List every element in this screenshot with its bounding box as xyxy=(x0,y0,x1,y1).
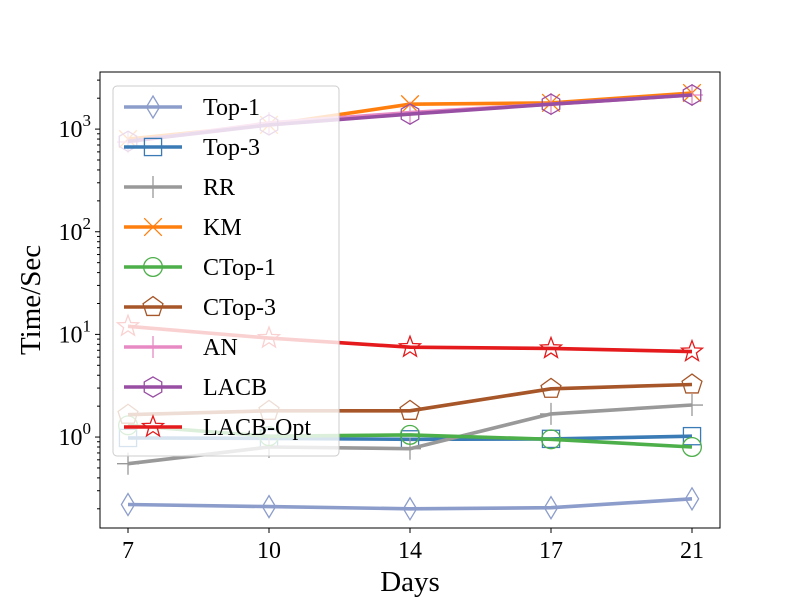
x-tick-label: 7 xyxy=(122,538,134,564)
legend-item-ctop-1: CTop-1 xyxy=(124,255,276,281)
data-point-ctop-3-14 xyxy=(399,399,421,420)
data-point-lacb-21 xyxy=(682,84,702,106)
legend-item-top-3: Top-3 xyxy=(124,135,260,161)
data-point-ctop-1-17 xyxy=(540,429,562,450)
legend-marker-km xyxy=(143,217,163,237)
legend-item-lacb-opt: LACB-Opt xyxy=(124,414,311,441)
x-tick-label: 10 xyxy=(257,538,281,564)
legend-marker-lacb-opt xyxy=(140,414,166,438)
legend-label: Top-3 xyxy=(203,135,260,161)
legend-marker-top-3 xyxy=(143,137,163,157)
y-tick-label: 101 xyxy=(59,316,92,348)
data-point-lacb-14 xyxy=(400,103,420,125)
x-tick-label: 21 xyxy=(680,538,704,564)
y-tick-label: 103 xyxy=(59,111,92,143)
data-point-rr-21 xyxy=(681,394,703,417)
legend-label: KM xyxy=(203,215,242,241)
data-point-lacb-opt-17 xyxy=(538,335,564,359)
legend: Top-1 Top-3 RR KM CTop-1 CTop-3 AN LACB LACB-Opt xyxy=(112,85,340,457)
x-tick-label: 17 xyxy=(539,538,563,564)
legend-marker-lacb xyxy=(143,376,163,398)
legend-item-rr: RR xyxy=(124,175,235,201)
legend-label: AN xyxy=(203,335,238,361)
data-point-top-1-21 xyxy=(684,486,700,512)
legend-item-top-1: Top-1 xyxy=(124,94,260,121)
legend-item-lacb: LACB xyxy=(124,375,267,401)
series-line-top-1 xyxy=(127,497,693,511)
data-point-top-3-21 xyxy=(682,426,702,446)
x-axis-label: Days xyxy=(380,566,440,598)
data-point-rr-14 xyxy=(399,437,421,460)
legend-marker-top-1 xyxy=(145,94,161,120)
y-axis-label: Time/Sec xyxy=(15,245,47,355)
legend-label: CTop-3 xyxy=(203,295,276,321)
legend-item-km: KM xyxy=(124,215,242,241)
data-point-ctop-1-14 xyxy=(399,424,421,445)
data-point-top-1-7 xyxy=(120,492,136,517)
data-point-ctop-1-21 xyxy=(681,436,703,457)
legend-box xyxy=(112,85,340,457)
data-point-top-1-17 xyxy=(543,495,559,520)
y-tick-label: 100 xyxy=(59,419,92,451)
data-point-ctop-3-21 xyxy=(681,373,703,394)
data-point-lacb-opt-21 xyxy=(679,338,705,362)
data-point-rr-17 xyxy=(540,402,562,425)
x-tick-label: 14 xyxy=(398,538,422,564)
data-point-top-1-10 xyxy=(261,494,277,519)
legend-label: RR xyxy=(203,175,235,201)
legend-marker-ctop-1 xyxy=(142,256,164,278)
data-point-lacb-opt-14 xyxy=(397,334,423,358)
x-axis: 7 10 14 17 21 xyxy=(122,528,704,564)
legend-label: Top-1 xyxy=(203,95,260,121)
data-point-top-1-14 xyxy=(402,496,418,522)
legend-item-an: AN xyxy=(124,335,238,361)
legend-marker-an xyxy=(142,336,164,358)
data-point-ctop-3-17 xyxy=(540,377,562,398)
y-axis: 100 101 102 103 xyxy=(59,79,100,510)
legend-item-ctop-3: CTop-3 xyxy=(124,295,276,321)
y-tick-label: 102 xyxy=(59,214,92,246)
legend-marker-ctop-3 xyxy=(142,295,164,317)
data-point-lacb-17 xyxy=(541,93,561,116)
legend-marker-rr xyxy=(142,176,164,198)
legend-label: CTop-1 xyxy=(203,255,276,281)
series-top-1 xyxy=(120,486,700,522)
legend-label: LACB xyxy=(203,375,267,401)
legend-label: LACB-Opt xyxy=(203,415,311,441)
